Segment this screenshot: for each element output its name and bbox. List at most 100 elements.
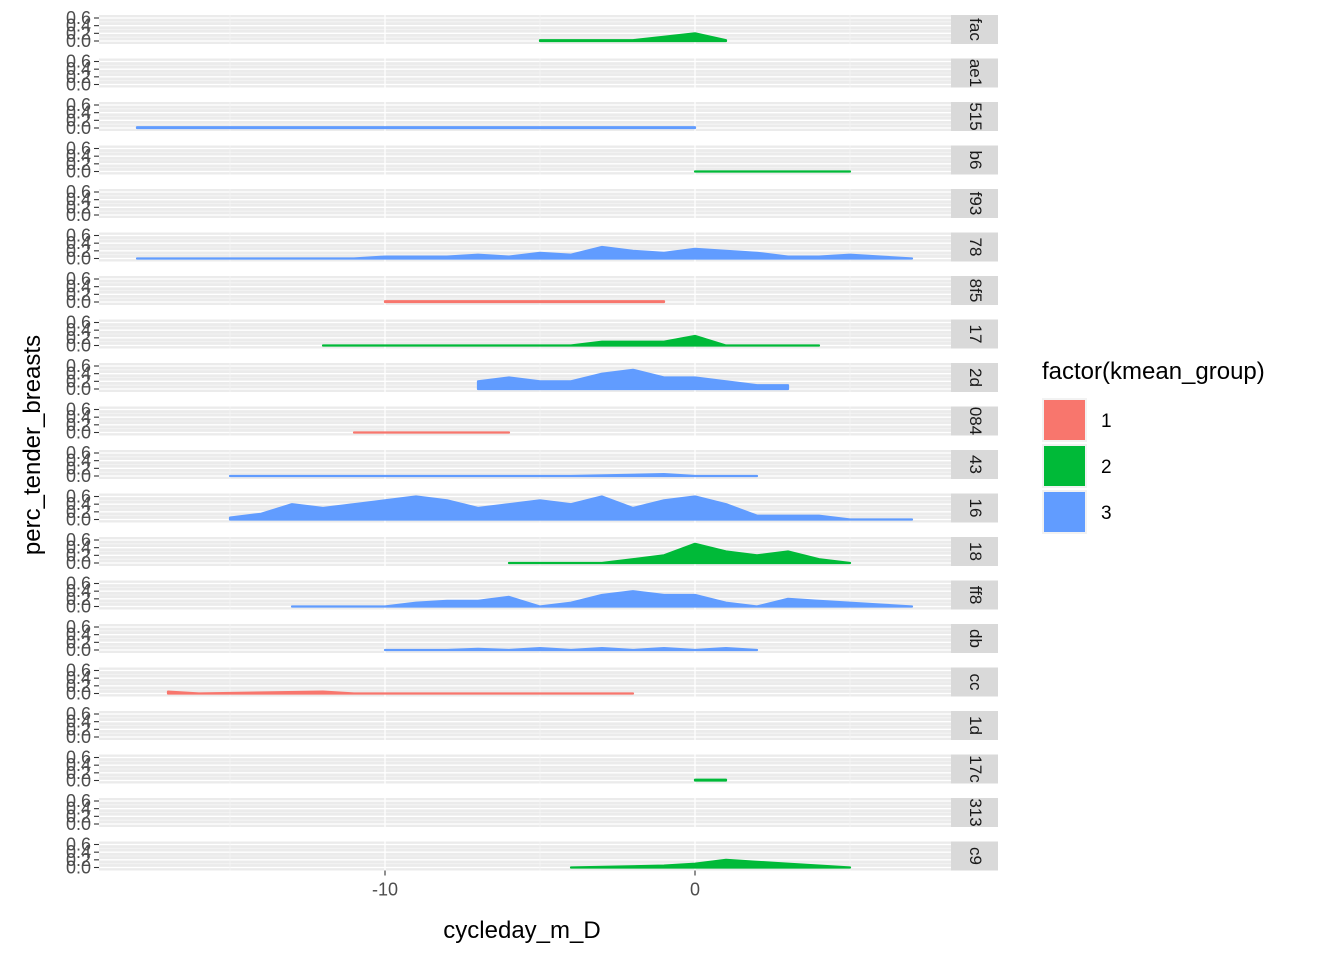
facet-strip: [951, 232, 998, 262]
facet-strip: [951, 15, 998, 44]
facet-panel: 0.00.20.40.6 313: [66, 791, 998, 834]
y-tick-label: 0.4: [66, 16, 91, 36]
y-tick-label: 0.2: [66, 719, 91, 739]
series-area-group-1: [166, 690, 635, 695]
y-tick-label: 0.6: [66, 748, 91, 768]
y-tick-label: 0.4: [66, 407, 91, 427]
y-tick-label: 0.0: [66, 292, 91, 312]
facet-strip-label: 18: [966, 542, 985, 561]
facet-strip: [951, 537, 998, 566]
series-area-group-3: [228, 495, 914, 521]
y-tick-label: 0.0: [66, 814, 91, 834]
facet-strip: [951, 754, 998, 784]
facet-strip: [951, 145, 998, 175]
series-area-group-3: [476, 368, 790, 391]
facet-strip: [951, 841, 998, 871]
y-axis-title: perc_tender_breasts: [19, 335, 46, 555]
y-tick-label: 0.6: [66, 269, 91, 289]
y-tick-label: 0.6: [66, 400, 91, 420]
y-tick-label: 0.2: [66, 415, 91, 435]
series-area-group-2: [507, 542, 852, 565]
facet-strip-label: f93: [966, 192, 985, 216]
y-tick-label: 0.0: [66, 31, 91, 51]
y-tick-label: 0.6: [66, 704, 91, 724]
y-tick-label: 0.0: [66, 858, 91, 878]
y-tick-label: 0.6: [66, 530, 91, 550]
facet-strip: [951, 624, 998, 653]
y-tick-label: 0.6: [66, 8, 91, 28]
y-tick-label: 0.2: [66, 23, 91, 43]
facet-panel: 0.00.20.40.6 084: [66, 400, 998, 443]
series-area-group-3: [383, 647, 759, 652]
y-tick-label: 0.0: [66, 640, 91, 660]
facet-strip-label: b6: [966, 151, 985, 170]
y-tick-label: 0.6: [66, 139, 91, 159]
y-tick-label: 0.0: [66, 249, 91, 269]
y-tick-label: 0.0: [66, 75, 91, 95]
y-tick-label: 0.0: [66, 336, 91, 356]
y-tick-label: 0.2: [66, 632, 91, 652]
facet-panel: 0.00.20.40.6 b6: [66, 139, 998, 182]
series-area-group-3: [228, 473, 759, 478]
facet-strip: [951, 102, 998, 131]
y-tick-label: 0.4: [66, 494, 91, 514]
y-tick-label: 0.4: [66, 364, 91, 384]
legend-title: factor(kmean_group): [1042, 358, 1265, 385]
y-tick-label: 0.2: [66, 676, 91, 696]
y-tick-label: 0.4: [66, 103, 91, 123]
y-tick-label: 0.6: [66, 226, 91, 246]
y-tick-label: 0.6: [66, 182, 91, 202]
facet-strip-label: 78: [966, 238, 985, 257]
legend: factor(kmean_group) 1 2 3: [1042, 358, 1265, 534]
series-area-group-3: [135, 245, 914, 260]
y-tick-label: 0.4: [66, 538, 91, 558]
y-tick-label: 0.0: [66, 771, 91, 791]
y-tick-label: 0.2: [66, 502, 91, 522]
facet-panel: 0.00.20.40.6 18: [66, 530, 998, 573]
facet-strip: [951, 58, 998, 88]
legend-item: 2: [1042, 444, 1112, 488]
y-tick-label: 0.2: [66, 763, 91, 783]
series-area-group-2: [538, 32, 728, 43]
facet-strip: [951, 319, 998, 349]
series-area-group-2: [693, 778, 728, 782]
facet-strip: [951, 798, 998, 827]
facet-strip-label: 17c: [966, 755, 985, 783]
y-tick-label: 0.2: [66, 458, 91, 478]
facet-panel: 0.00.20.40.6 515: [66, 95, 998, 138]
facet-panel: 0.00.20.40.6 17: [66, 313, 998, 356]
y-tick-label: 0.2: [66, 806, 91, 826]
facet-panel: 0.00.20.40.6 f93: [66, 182, 998, 225]
y-tick-label: 0.4: [66, 625, 91, 645]
facet-strip: [951, 363, 998, 392]
facet-strip: [951, 580, 998, 610]
legend-label: 2: [1101, 457, 1112, 478]
facet-strip-label: 1d: [966, 716, 985, 735]
facet-panel: 0.00.20.40.6 17c: [66, 748, 998, 791]
facet-strip-label: ff8: [966, 586, 985, 605]
y-tick-label: 0.4: [66, 320, 91, 340]
facet-strip-label: 8f5: [966, 279, 985, 303]
series-area-group-2: [569, 858, 852, 869]
y-tick-label: 0.4: [66, 59, 91, 79]
legend-swatch: [1044, 400, 1085, 440]
x-tick-label: -10: [372, 880, 398, 900]
legend-item: 1: [1042, 398, 1112, 442]
y-tick-label: 0.4: [66, 146, 91, 166]
facet-strip: [951, 189, 998, 218]
facet-panel: 0.00.20.40.6 ae1: [66, 52, 998, 95]
y-tick-label: 0.6: [66, 313, 91, 333]
y-tick-label: 0.2: [66, 110, 91, 130]
y-tick-label: 0.4: [66, 668, 91, 688]
facet-strip-label: 43: [966, 455, 985, 474]
y-tick-label: 0.0: [66, 727, 91, 747]
x-axis-title: cycleday_m_D: [443, 917, 600, 944]
facet-panel: 0.00.20.40.6 db: [66, 617, 998, 660]
facet-strip: [951, 711, 998, 740]
facet-strip-label: c9: [966, 847, 985, 865]
facet-panel: 0.00.20.40.6 cc: [66, 661, 998, 704]
facet-panel: 0.00.20.40.6 c9: [66, 835, 998, 878]
y-tick-label: 0.4: [66, 277, 91, 297]
